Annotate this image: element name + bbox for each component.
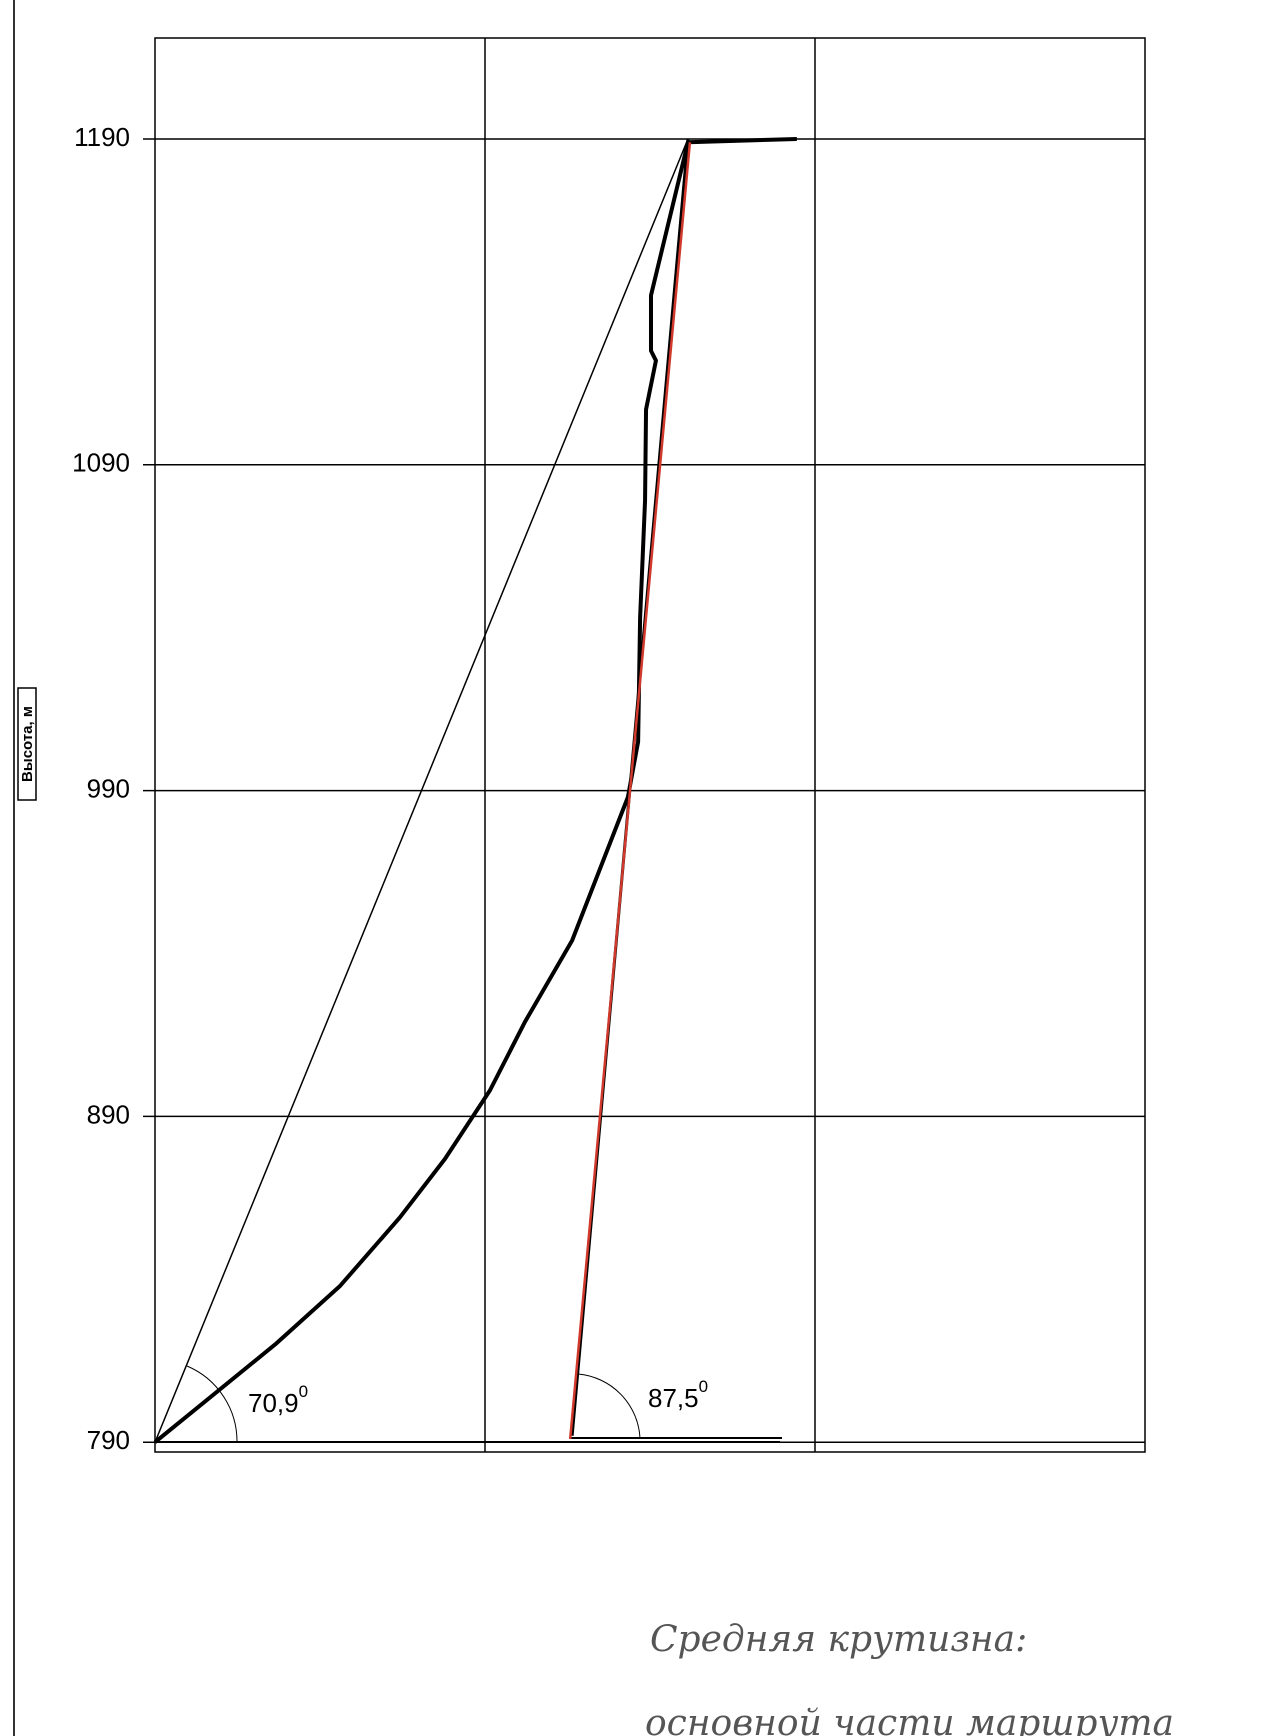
y-tick-label: 790 — [87, 1425, 130, 1455]
annotation-value: 87,5 — [648, 1383, 699, 1413]
data-line — [154, 138, 689, 1443]
y-tick-label: 1090 — [72, 448, 130, 478]
angle-arc — [577, 1373, 641, 1439]
annotation-degree: 0 — [299, 1382, 308, 1401]
data-line — [568, 142, 692, 1440]
plot-frame — [154, 37, 1146, 1453]
handwritten-note: основной части маршрута — [645, 1703, 1174, 1736]
y-label-box — [17, 687, 37, 801]
y-tick-label: 1190 — [74, 122, 130, 152]
y-tick-label: 890 — [87, 1099, 130, 1129]
annotation-degree: 0 — [699, 1377, 708, 1396]
y-axis-label: Высота, м — [19, 706, 36, 782]
angle-annotation: 70,90 — [248, 1382, 308, 1417]
angle-arc — [186, 1365, 238, 1443]
handwritten-note: Средняя крутизна: — [650, 1619, 1027, 1660]
annotation-value: 70,9 — [248, 1388, 299, 1418]
angle-annotation: 87,50 — [648, 1377, 708, 1412]
y-tick-label: 990 — [87, 773, 130, 803]
